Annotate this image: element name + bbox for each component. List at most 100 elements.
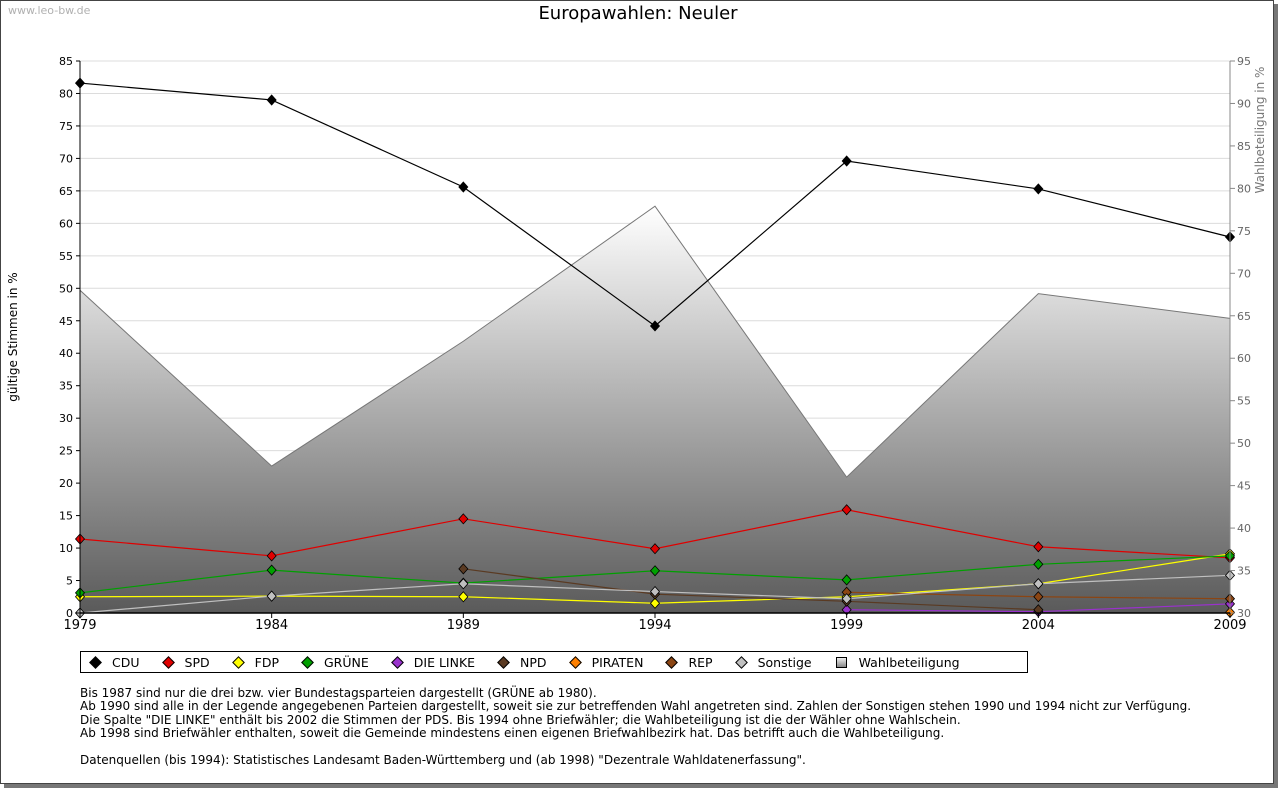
data-point — [458, 591, 469, 603]
x-tick-label: 2004 — [1022, 618, 1055, 633]
note: Die Spalte "DIE LINKE" enthält bis 2002 … — [80, 712, 961, 727]
y-tick-label: 65 — [59, 185, 73, 198]
legend-label: REP — [688, 654, 713, 670]
turnout-area-outline — [79, 205, 1231, 478]
data-point — [649, 320, 661, 332]
legend-label: FDP — [254, 654, 279, 670]
y2-tick-label: 85 — [1237, 140, 1251, 153]
legend-label: NPD — [520, 654, 547, 670]
legend-label: Wahlbeteiligung — [858, 654, 960, 670]
data-point — [649, 565, 661, 577]
diamond-marker-icon — [665, 655, 679, 669]
series-line — [463, 568, 1039, 611]
diamond-marker-icon — [301, 655, 314, 669]
y-tick-label: 75 — [59, 120, 73, 133]
legend-item: PIRATEN — [568, 654, 644, 670]
data-point — [458, 578, 469, 590]
y-axis-label: gültige Stimmen in % — [6, 272, 20, 401]
y-tick-label: 0 — [66, 607, 73, 620]
y-tick-label: 15 — [59, 510, 73, 523]
y2-tick-label: 40 — [1237, 522, 1251, 535]
y-tick-label: 5 — [66, 575, 73, 588]
data-point — [841, 504, 852, 516]
x-tick-label: 1984 — [255, 618, 288, 633]
data-point — [266, 564, 277, 576]
diamond-marker-icon — [497, 655, 510, 669]
y-tick-label: 45 — [59, 315, 73, 328]
data-point — [841, 593, 852, 605]
y-tick-label: 60 — [59, 217, 73, 230]
data-point — [1033, 591, 1044, 603]
note: Ab 1990 sind alle in der Legende angegeb… — [80, 699, 1192, 714]
legend-label: DIE LINKE — [413, 654, 476, 670]
note: Bis 1987 sind nur die drei bzw. vier Bun… — [80, 686, 597, 700]
diamond-marker-icon — [390, 655, 404, 669]
data-point — [266, 590, 277, 602]
y-tick-label: 20 — [59, 477, 73, 490]
x-tick-label: 2009 — [1213, 618, 1246, 633]
legend-item: GRÜNE — [301, 654, 369, 670]
data-point — [1033, 578, 1044, 590]
turnout-area-fill — [80, 206, 1230, 614]
legend-item: REP — [665, 654, 713, 670]
legend-label: PIRATEN — [591, 654, 644, 670]
data-point — [458, 563, 469, 575]
y2-tick-label: 50 — [1237, 437, 1251, 450]
legend-item: SPD — [161, 654, 210, 670]
y2-tick-label: 65 — [1237, 310, 1251, 323]
data-point — [649, 597, 661, 609]
chart-title: Europawahlen: Neuler — [538, 3, 738, 24]
legend-label: Sonstige — [757, 654, 812, 670]
y2-tick-label: 70 — [1237, 267, 1251, 280]
data-point — [458, 181, 469, 193]
x-tick-label: 1994 — [638, 618, 671, 633]
data-point — [266, 550, 277, 562]
footnotes: Bis 1987 sind nur die drei bzw. vier Bun… — [80, 686, 1192, 767]
watermark: www.leo-bw.de — [8, 4, 91, 17]
y2-tick-label: 55 — [1237, 395, 1251, 408]
y-tick-label: 30 — [59, 412, 73, 425]
y2-tick-label: 95 — [1237, 55, 1251, 68]
legend-item: Wahlbeteiligung — [835, 654, 960, 670]
diamond-marker-icon — [161, 655, 175, 669]
data-point — [1033, 183, 1044, 195]
data-point — [649, 543, 661, 555]
y2-tick-label: 30 — [1237, 607, 1251, 620]
diamond-marker-icon — [568, 655, 582, 669]
legend-label: SPD — [184, 654, 210, 670]
data-point — [1033, 541, 1044, 553]
y2-tick-label: 90 — [1237, 97, 1251, 110]
turnout-area — [79, 205, 1231, 614]
legend-item: DIE LINKE — [390, 654, 476, 670]
data-point — [266, 94, 277, 106]
series-lines — [74, 77, 1236, 619]
y2-tick-label: 35 — [1237, 565, 1251, 578]
y-tick-label: 50 — [59, 282, 73, 295]
data-point — [841, 155, 852, 167]
diamond-marker-icon — [734, 655, 748, 669]
diamond-marker-icon — [231, 655, 245, 669]
data-point — [458, 513, 469, 525]
x-tick-label: 1979 — [63, 618, 96, 633]
y-tick-label: 10 — [59, 542, 73, 555]
x-tick-label: 1999 — [830, 618, 863, 633]
y2-tick-label: 60 — [1237, 352, 1251, 365]
legend-item: Sonstige — [734, 654, 812, 670]
data-point — [649, 585, 661, 598]
y-tick-label: 55 — [59, 250, 73, 263]
data-point — [841, 574, 852, 586]
source-note: Datenquellen (bis 1994): Statistisches L… — [80, 752, 806, 767]
note: Ab 1998 sind Briefwähler enthalten, sowe… — [80, 726, 945, 741]
series-npd — [463, 568, 1039, 611]
legend-label: GRÜNE — [323, 654, 369, 670]
y-tick-label: 80 — [59, 87, 73, 100]
data-point — [1033, 558, 1044, 570]
diamond-marker-icon — [89, 655, 102, 669]
square-marker-icon — [835, 656, 847, 668]
y-tick-label: 85 — [59, 55, 73, 68]
legend-item: NPD — [497, 654, 547, 670]
y-tick-label: 40 — [59, 347, 73, 360]
legend-item: CDU — [89, 655, 140, 670]
legend-item: FDP — [231, 654, 279, 670]
y-tick-label: 70 — [59, 152, 73, 165]
